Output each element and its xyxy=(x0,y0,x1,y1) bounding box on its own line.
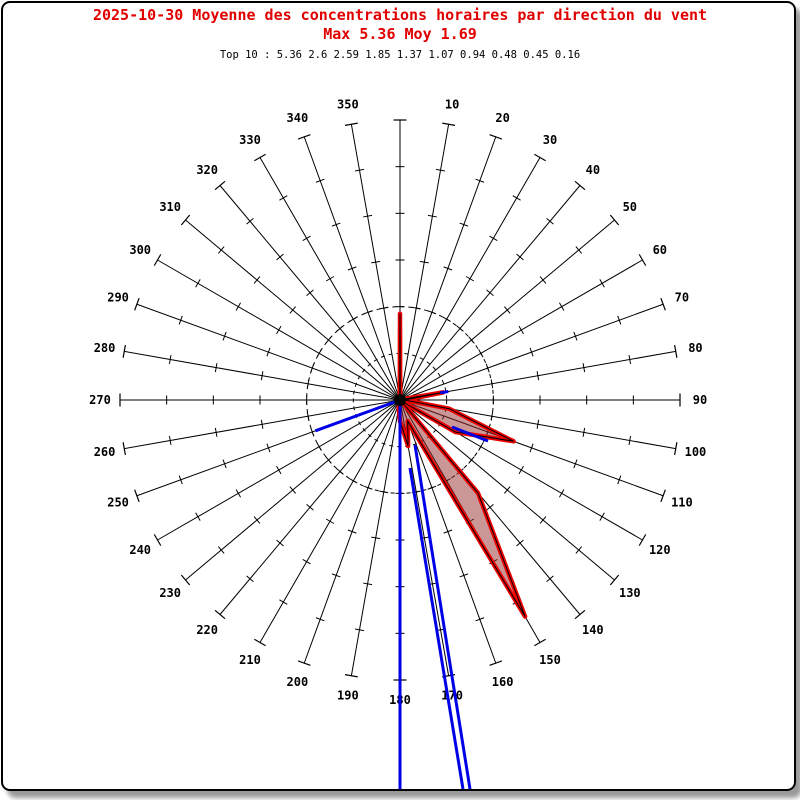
direction-label-230: 230 xyxy=(159,586,181,600)
center-hub xyxy=(394,394,406,406)
direction-label-100: 100 xyxy=(685,445,707,459)
direction-label-140: 140 xyxy=(582,623,604,637)
direction-label-20: 20 xyxy=(495,111,509,125)
top10-values-line: Top 10 : 5.36 2.6 2.59 1.85 1.37 1.07 0.… xyxy=(219,49,581,61)
direction-label-280: 280 xyxy=(94,341,116,355)
direction-label-190: 190 xyxy=(337,688,359,702)
direction-label-200: 200 xyxy=(287,675,309,689)
direction-labels: 10 20 30 40 50 60 70 80 90 100 110 120 130 140 150 160 1… xyxy=(89,98,707,707)
chart-subtitle-max-mean: Max 5.36 Moy 1.69 xyxy=(323,25,477,43)
direction-label-50: 50 xyxy=(623,200,637,214)
direction-label-220: 220 xyxy=(196,623,218,637)
direction-label-70: 70 xyxy=(675,290,689,304)
direction-label-250: 250 xyxy=(107,496,129,510)
direction-label-30: 30 xyxy=(543,133,557,147)
direction-label-80: 80 xyxy=(688,341,702,355)
direction-label-210: 210 xyxy=(239,653,261,667)
direction-label-10: 10 xyxy=(445,98,459,112)
direction-label-150: 150 xyxy=(539,653,561,667)
direction-label-90: 90 xyxy=(693,393,707,407)
chart-title: 2025-10-30 Moyenne des concentrations ho… xyxy=(92,6,708,24)
direction-label-330: 330 xyxy=(239,133,261,147)
direction-label-270: 270 xyxy=(89,393,111,407)
blue-overlay-lines xyxy=(314,390,489,790)
direction-label-40: 40 xyxy=(586,163,600,177)
direction-label-130: 130 xyxy=(619,586,641,600)
direction-label-110: 110 xyxy=(671,496,693,510)
direction-label-350: 350 xyxy=(337,98,359,112)
direction-label-310: 310 xyxy=(159,200,181,214)
direction-label-300: 300 xyxy=(129,243,151,257)
direction-label-170: 170 xyxy=(441,688,463,702)
direction-label-240: 240 xyxy=(129,543,151,557)
direction-label-160: 160 xyxy=(492,675,514,689)
direction-label-60: 60 xyxy=(653,243,667,257)
direction-label-120: 120 xyxy=(649,543,671,557)
direction-label-260: 260 xyxy=(94,445,116,459)
direction-label-320: 320 xyxy=(196,163,218,177)
direction-label-290: 290 xyxy=(107,290,129,304)
direction-label-340: 340 xyxy=(287,111,309,125)
